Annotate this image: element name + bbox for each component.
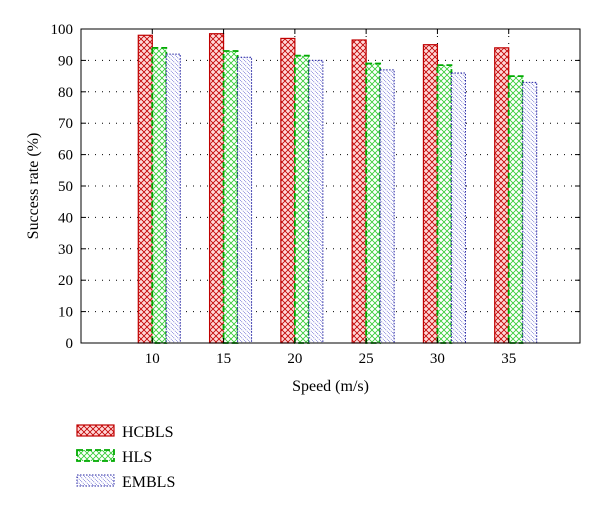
y-tick-label: 70 xyxy=(58,116,73,132)
y-tick-label: 20 xyxy=(58,273,73,289)
legend-label-hls: HLS xyxy=(122,449,152,466)
y-tick-label: 60 xyxy=(58,148,73,164)
bar-embls-35 xyxy=(522,81,538,344)
x-tick-label: 15 xyxy=(216,351,231,367)
y-tick-label: 80 xyxy=(58,85,73,101)
bar-hcbls-20 xyxy=(280,37,296,344)
bar-embls-30 xyxy=(450,72,466,344)
y-tick-label: 30 xyxy=(58,242,73,258)
y-tick-label: 10 xyxy=(58,305,73,321)
legend-swatch-hls xyxy=(76,449,115,462)
bar-hls-30 xyxy=(436,64,453,344)
bar-hcbls-30 xyxy=(422,44,439,344)
bars xyxy=(137,33,538,344)
legend-label-embls: EMBLS xyxy=(122,474,175,491)
bar-hcbls-35 xyxy=(494,47,510,344)
bar-embls-15 xyxy=(237,56,253,344)
bar-hcbls-25 xyxy=(351,39,367,344)
y-tick-label: 50 xyxy=(58,179,73,195)
x-tick-label: 35 xyxy=(501,351,516,367)
x-axis-label: Speed (m/s) xyxy=(292,378,369,395)
bar-hls-20 xyxy=(293,54,310,344)
y-tick-label: 100 xyxy=(51,22,74,38)
x-tick-label: 30 xyxy=(430,351,445,367)
y-tick-label: 0 xyxy=(66,336,74,352)
y-tick-label: 90 xyxy=(58,53,73,69)
bar-hcbls-10 xyxy=(137,34,153,344)
bar-hls-15 xyxy=(222,50,239,344)
bar-hls-35 xyxy=(507,75,524,344)
y-tick-label: 40 xyxy=(58,210,73,226)
legend-swatch-hcbls xyxy=(76,424,115,437)
legend-swatch-embls xyxy=(76,474,115,487)
legend-label-hcbls: HCBLS xyxy=(122,424,174,441)
legend: HCBLS HLS EMBLS xyxy=(76,424,175,491)
bar-hls-10 xyxy=(151,46,168,344)
ticks: 0 10 20 30 40 50 60 70 80 90 100 10 15 20 25 30 35 xyxy=(51,22,580,367)
y-axis-label: Success rate (%) xyxy=(25,133,42,240)
x-tick-label: 25 xyxy=(359,351,374,367)
bar-hcbls-15 xyxy=(208,33,225,344)
bar-hls-25 xyxy=(365,62,382,344)
bar-embls-25 xyxy=(379,69,395,344)
bar-embls-10 xyxy=(165,53,181,344)
bar-embls-20 xyxy=(308,59,324,344)
x-tick-label: 20 xyxy=(287,351,302,367)
x-tick-label: 10 xyxy=(145,351,160,367)
